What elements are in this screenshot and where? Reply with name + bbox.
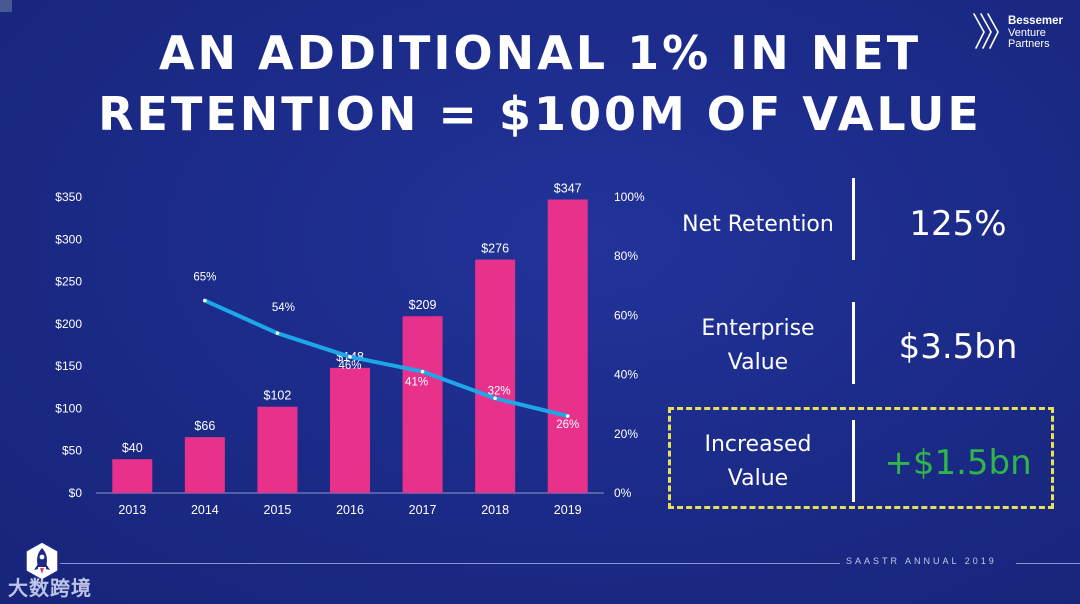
y-left-tick-label: $350 <box>55 190 82 204</box>
percent-series-line <box>202 298 570 418</box>
bar-data-label: $209 <box>409 298 437 312</box>
line-data-label: 46% <box>338 360 361 372</box>
logo-line-3: Partners <box>1008 38 1050 50</box>
net-retention-label: Net Retention <box>682 212 834 237</box>
y-right-tick-label: 100% <box>614 190 645 204</box>
increased-value-divider <box>852 420 855 502</box>
rocket-watermark-icon <box>25 541 59 581</box>
x-tick-label: 2015 <box>264 503 292 517</box>
footer-line-right <box>1016 563 1080 564</box>
title-line-1: AN ADDITIONAL 1% IN NET <box>158 26 922 80</box>
bar-data-label: $276 <box>481 242 509 256</box>
increased-value-label: Increased Value <box>668 428 848 496</box>
footer-line-left <box>60 563 840 564</box>
enterprise-value-divider <box>852 302 855 384</box>
y-left-tick-label: $300 <box>55 232 82 246</box>
logo-line-1: Bessemer <box>1008 15 1063 27</box>
bar <box>112 459 153 493</box>
bar-data-label: $40 <box>122 441 143 455</box>
line-point <box>565 414 570 418</box>
line-data-label: 41% <box>405 377 428 389</box>
y-left-tick-label: $150 <box>55 359 82 373</box>
enterprise-value-value: $3.5bn <box>898 327 1018 367</box>
bar <box>547 199 588 493</box>
watermark-text: 大数跨境 <box>8 576 92 600</box>
line-point <box>493 396 497 401</box>
y-right-tick-label: 0% <box>614 486 632 500</box>
y-right-tick-label: 80% <box>614 249 638 263</box>
y-left-tick-label: $50 <box>62 444 82 458</box>
line-point <box>275 331 280 335</box>
y-right-tick-label: 60% <box>614 308 638 322</box>
line-point <box>348 355 352 359</box>
x-tick-label: 2014 <box>191 503 219 517</box>
x-tick-label: 2019 <box>554 503 582 517</box>
line-data-label: 26% <box>556 419 579 431</box>
bar-data-label: $347 <box>554 182 582 196</box>
footer-text: SAASTR ANNUAL 2019 <box>846 556 997 566</box>
enterprise-value-label-line-2: Value <box>727 350 789 375</box>
enterprise-value-label-line-1: Enterprise <box>701 316 815 341</box>
bessemer-logo-icon <box>973 13 999 49</box>
x-tick-label: 2013 <box>118 503 146 517</box>
bar <box>475 259 516 493</box>
net-retention-divider <box>852 178 855 260</box>
increased-value-label-line-2: Value <box>727 466 789 491</box>
bar-data-label: $102 <box>264 389 292 403</box>
bar <box>257 406 298 493</box>
x-tick-label: 2017 <box>409 503 437 517</box>
title-line-2: RETENTION = $100M OF VALUE <box>98 87 982 141</box>
logo-line-2: Venture <box>1008 26 1046 39</box>
bessemer-logo-text: Bessemer Venture Partners <box>1008 15 1063 51</box>
y-right-tick-label: 40% <box>614 368 638 382</box>
increased-value-value: +$1.5bn <box>884 443 1032 483</box>
revenue-retention-chart: $0 $50 $100 $150 $200 $250 $300 $350 0% 20% 40% 60%… <box>55 182 645 517</box>
line-data-label: 65% <box>193 272 216 284</box>
line-data-label: 32% <box>488 385 511 397</box>
net-retention-value: 125% <box>909 204 1007 244</box>
line-point <box>420 369 425 374</box>
bar <box>402 316 443 493</box>
bessemer-logo: Bessemer Venture Partners <box>972 10 1072 54</box>
increased-value-label-line-1: Increased <box>704 432 812 457</box>
line-data-label: 54% <box>272 302 295 314</box>
y-left-tick-label: $100 <box>55 401 82 415</box>
bar <box>184 437 225 493</box>
bar <box>330 367 370 493</box>
enterprise-value-label: Enterprise Value <box>668 312 848 380</box>
y-left-tick-label: $0 <box>69 486 83 500</box>
y-left-tick-label: $200 <box>55 317 82 331</box>
corner-marker <box>0 0 12 12</box>
increased-value-highlight-box <box>668 407 1054 509</box>
bar-data-label: $66 <box>194 419 215 433</box>
line-point <box>203 298 207 303</box>
x-tick-label: 2018 <box>481 503 509 517</box>
x-tick-label: 2016 <box>336 503 364 517</box>
y-left-tick-label: $250 <box>55 275 82 289</box>
y-right-tick-label: 20% <box>614 427 638 441</box>
